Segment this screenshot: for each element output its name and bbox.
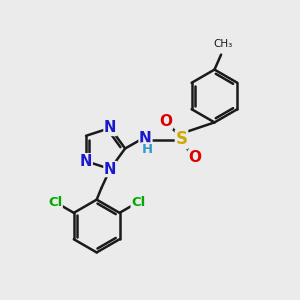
Text: H: H (141, 143, 153, 156)
Text: O: O (159, 114, 172, 129)
Text: Cl: Cl (131, 196, 146, 208)
Text: N: N (139, 131, 152, 146)
Text: O: O (188, 150, 202, 165)
Text: CH₃: CH₃ (214, 39, 233, 49)
Text: S: S (176, 130, 188, 148)
Text: N: N (104, 121, 116, 136)
Text: Cl: Cl (48, 196, 62, 208)
Text: N: N (80, 154, 92, 169)
Text: N: N (104, 161, 116, 176)
